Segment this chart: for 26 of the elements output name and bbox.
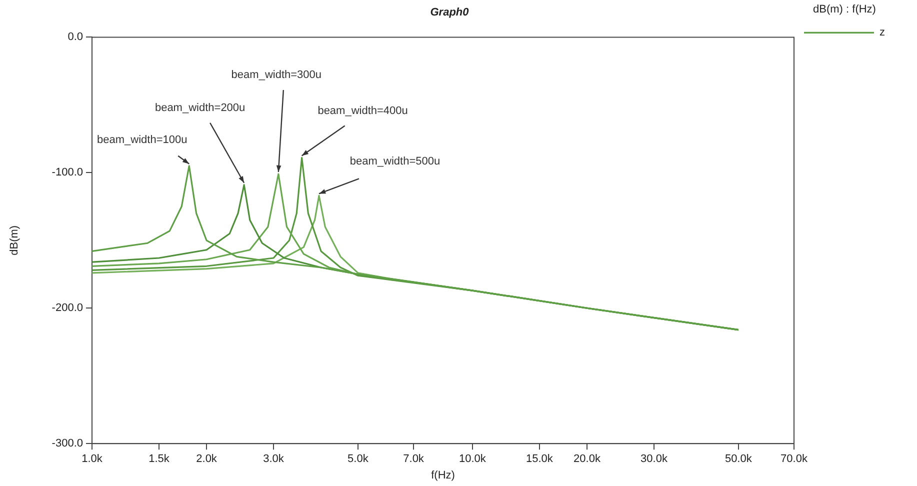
chart-title: Graph0	[430, 6, 470, 19]
y-tick-label: 0.0	[68, 31, 83, 44]
x-tick-label: 15.0k	[526, 453, 554, 466]
x-tick-label: 2.0k	[196, 453, 218, 466]
legend-title: dB(m) : f(Hz)	[813, 4, 876, 16]
x-tick-label: 30.0k	[640, 453, 668, 466]
y-tick-label: -100.0	[52, 166, 83, 179]
annotation: beam_width=400u	[318, 104, 408, 117]
y-tick-label: -300.0	[52, 438, 83, 450]
annotation: beam_width=200u	[154, 102, 246, 114]
y-axis-title: dB(m)	[8, 225, 21, 256]
x-tick-label: 5.0k	[348, 453, 369, 466]
annotation: beam_width=100u	[97, 134, 188, 146]
x-tick-label: 70.0k	[780, 453, 808, 466]
x-axis-title: f(Hz)	[431, 469, 455, 482]
annotation: beam_width=300u	[231, 69, 322, 82]
text: z	[880, 26, 885, 39]
x-tick-label: 20.0k	[574, 453, 601, 466]
x-tick-label: 7.0k	[403, 453, 424, 466]
annotation: beam_width=500u	[350, 156, 440, 168]
y-tick-label: -200.0	[52, 302, 83, 314]
x-tick-label: 50.0k	[724, 453, 752, 466]
x-tick-label: 10.0k	[459, 453, 486, 466]
x-tick-label: 1.5k	[148, 453, 170, 466]
x-tick-label: 3.0k	[263, 453, 284, 466]
x-tick-label: 1.0k	[82, 453, 103, 466]
